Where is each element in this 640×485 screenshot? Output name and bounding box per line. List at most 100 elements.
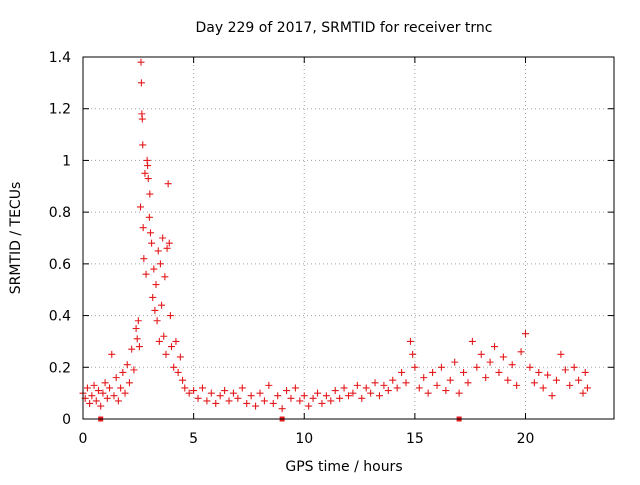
data-point [309, 394, 317, 402]
data-point [139, 141, 147, 149]
data-point [97, 402, 105, 410]
data-point [203, 397, 211, 405]
data-point [234, 394, 242, 402]
data-point [384, 387, 392, 395]
data-point [345, 392, 352, 400]
data-point [499, 353, 507, 361]
chart-title: Day 229 of 2017, SRMTID for receiver trn… [196, 20, 493, 36]
data-point [482, 374, 490, 382]
data-point [291, 384, 299, 392]
data-point [371, 379, 379, 387]
data-point [86, 399, 94, 407]
data-point [269, 399, 277, 407]
data-point [106, 384, 114, 392]
data-point [468, 337, 476, 345]
data-point [119, 368, 127, 376]
data-point [283, 387, 291, 395]
data-point [362, 384, 370, 392]
data-point [331, 387, 339, 395]
data-point [579, 389, 587, 397]
data-point [322, 392, 330, 400]
data-point [128, 345, 136, 353]
data-point [110, 392, 118, 400]
data-point [429, 368, 437, 376]
data-point [570, 363, 578, 371]
data-point [336, 394, 344, 402]
data-point [526, 363, 534, 371]
data-point [145, 213, 153, 221]
data-point [561, 366, 569, 374]
data-point [557, 350, 565, 358]
data-point [156, 260, 164, 268]
x-axis-label: GPS time / hours [285, 459, 402, 475]
data-point [160, 332, 168, 340]
data-point [296, 397, 304, 405]
y-tick-label: 1.2 [49, 102, 71, 118]
data-point [522, 330, 529, 338]
data-point [544, 371, 552, 379]
data-point [375, 392, 383, 400]
data-point [274, 392, 282, 400]
data-point [155, 337, 163, 345]
data-point [486, 358, 494, 366]
data-point [153, 317, 161, 325]
data-point [305, 402, 313, 410]
data-point [166, 312, 174, 320]
data-point [150, 265, 158, 273]
data-point [146, 229, 154, 237]
x-tick-label: 0 [79, 431, 88, 447]
data-point [151, 306, 159, 314]
data-point [170, 363, 178, 371]
data-point [134, 317, 142, 325]
data-point [420, 374, 428, 382]
data-point [287, 394, 295, 402]
data-point [114, 397, 122, 405]
data-point [132, 325, 140, 332]
x-tick-label: 20 [517, 431, 535, 447]
data-point [154, 247, 162, 255]
data-point [144, 175, 152, 183]
data-point [424, 389, 432, 397]
data-point [216, 392, 224, 400]
data-point [174, 368, 182, 376]
data-point [123, 361, 131, 369]
x-tick-labels: 0 5 10 15 20 [79, 431, 535, 447]
data-point [149, 293, 157, 301]
data-point [583, 384, 591, 392]
y-tick-label: 0.4 [49, 309, 71, 325]
data-point [340, 384, 348, 392]
data-point [437, 363, 445, 371]
data-point [141, 169, 149, 177]
data-point [256, 389, 264, 397]
data-point [179, 376, 187, 384]
data-point [152, 281, 160, 289]
data-point [446, 376, 454, 384]
data-point [181, 384, 189, 392]
data-point [130, 366, 138, 374]
data-point [409, 350, 417, 358]
data-point [163, 244, 171, 252]
data-point [517, 348, 525, 356]
data-point [125, 379, 133, 387]
data-point [581, 368, 589, 376]
data-point [162, 350, 170, 358]
data-point [133, 335, 141, 343]
data-point [207, 389, 215, 397]
y-tick-labels: 0 0.2 0.4 0.6 0.8 1 1.2 1.4 [49, 50, 71, 428]
data-point [212, 399, 220, 407]
data-point [135, 343, 143, 351]
data-point [137, 58, 145, 66]
y-tick-label: 0 [62, 412, 71, 428]
data-point [473, 363, 481, 371]
data-point [92, 397, 100, 405]
data-point [300, 392, 308, 400]
data-point [90, 381, 98, 389]
data-point [139, 224, 147, 232]
data-point [101, 379, 109, 387]
data-point [140, 255, 148, 263]
data-point [353, 381, 361, 389]
data-point [539, 384, 547, 392]
data-point [190, 387, 198, 395]
data-point [442, 387, 450, 395]
data-point [278, 405, 286, 413]
